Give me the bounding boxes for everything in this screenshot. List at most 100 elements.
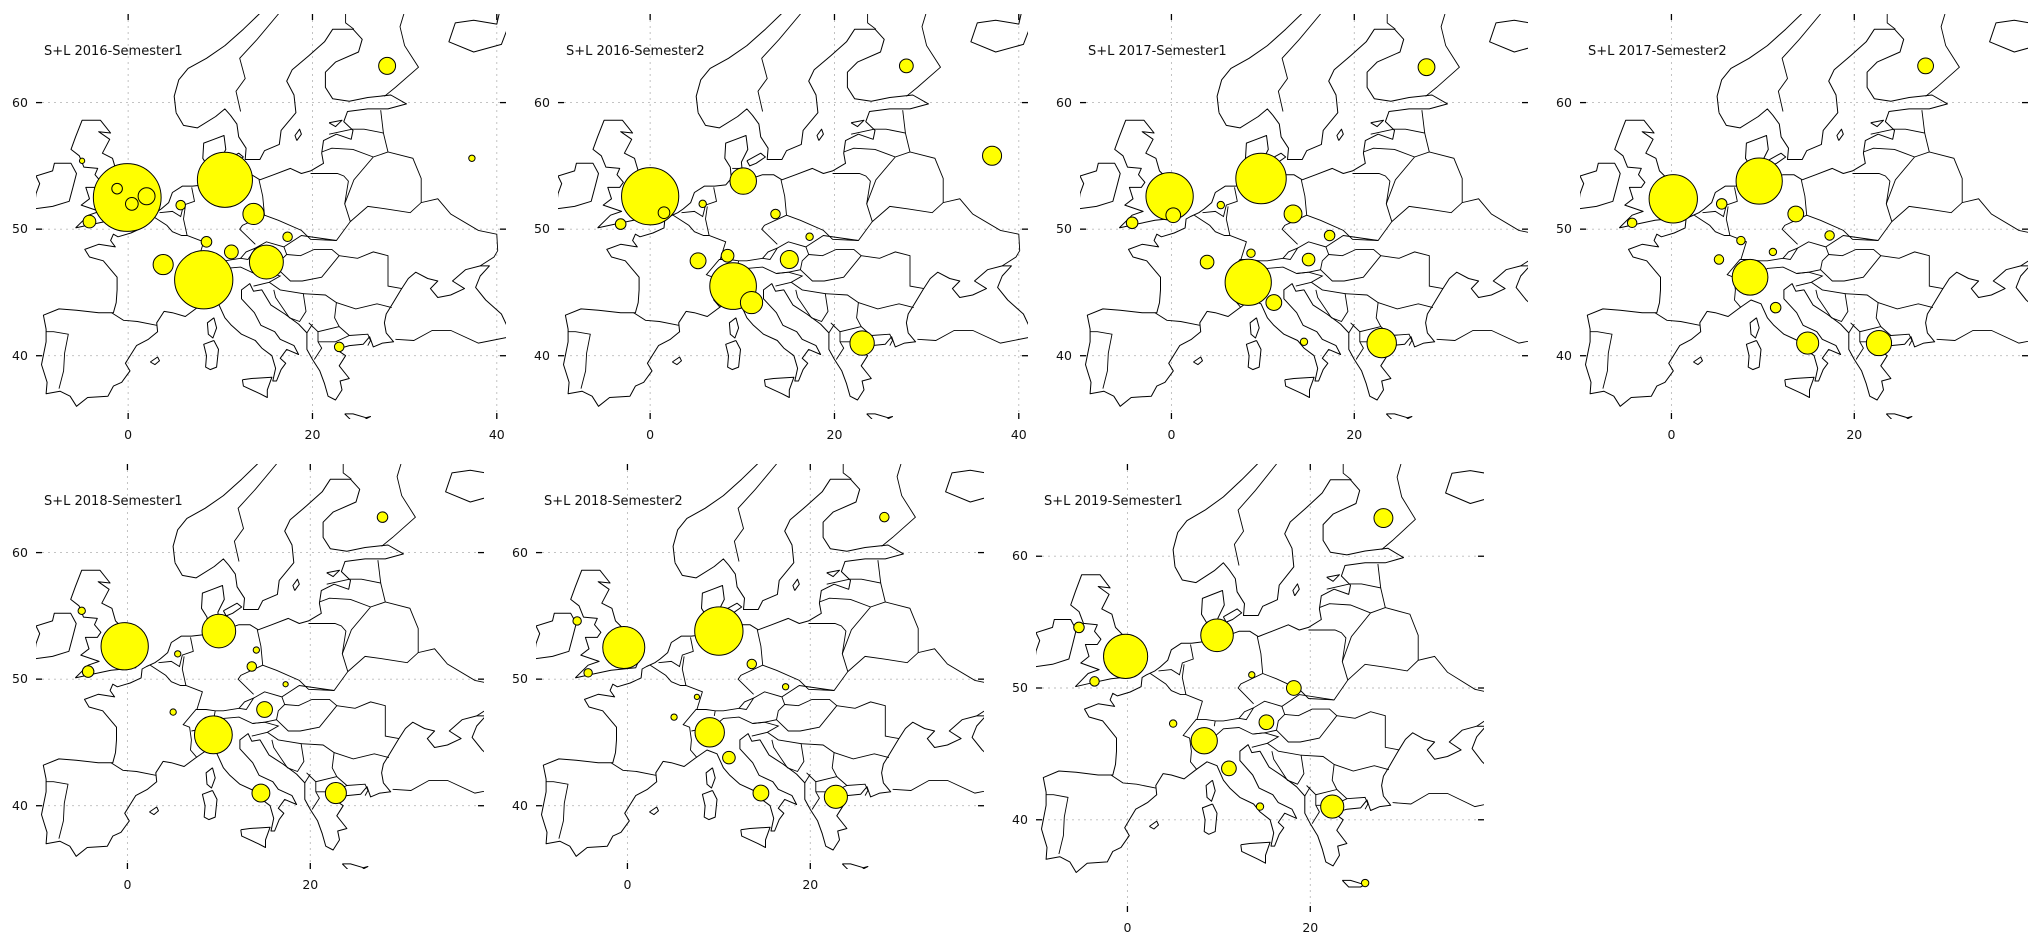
country-border xyxy=(682,691,786,758)
bubble-marker xyxy=(1258,714,1275,731)
panel-title: S+L 2017-Semester2 xyxy=(1588,44,1727,59)
map-canvas: 0 20 xyxy=(1580,14,2028,442)
country-border xyxy=(1381,464,1416,550)
y-tick-label: 40 xyxy=(1056,347,1072,363)
panel-title: S+L 2016-Semester2 xyxy=(566,44,705,59)
country-border xyxy=(1855,331,1864,360)
country-border xyxy=(713,710,716,716)
coastline xyxy=(41,478,484,857)
coastline xyxy=(746,152,766,167)
country-border xyxy=(1425,14,1460,97)
country-border xyxy=(1225,206,1231,236)
country-border xyxy=(182,691,286,758)
bubble-marker xyxy=(1168,719,1178,728)
map-canvas: 0 20 xyxy=(536,464,984,892)
bubble-marker xyxy=(137,187,156,206)
country-border xyxy=(790,281,829,323)
country-border xyxy=(1806,173,1893,241)
country-border xyxy=(1336,789,1369,805)
country-border xyxy=(800,248,862,282)
country-border xyxy=(1158,644,1194,676)
bubble-marker xyxy=(1265,294,1283,311)
bubble-marker xyxy=(223,244,239,260)
country-border xyxy=(1238,707,1254,719)
country-border xyxy=(1848,323,1855,334)
bubble-marker xyxy=(1190,727,1218,755)
coastline xyxy=(740,826,771,848)
coastline xyxy=(1216,14,1528,113)
bubble-marker xyxy=(152,254,174,276)
coastline xyxy=(1716,14,2028,113)
country-border xyxy=(858,302,914,310)
bubble-marker xyxy=(746,658,758,670)
coastline xyxy=(1784,376,1815,398)
bubble-marker xyxy=(376,511,389,523)
bubble-marker xyxy=(1235,152,1287,205)
country-border xyxy=(733,464,778,562)
country-border xyxy=(183,206,188,236)
x-tick-label: 0 xyxy=(1667,427,1675,442)
bubble-marker xyxy=(1248,671,1256,679)
country-border xyxy=(1251,732,1280,748)
country-border xyxy=(1702,187,1738,218)
country-border xyxy=(825,293,862,333)
country-border xyxy=(1295,271,1324,287)
country-border xyxy=(1277,14,1322,112)
coastline xyxy=(672,356,682,366)
country-border xyxy=(1301,754,1338,796)
y-tick-label: 50 xyxy=(12,671,28,687)
country-border xyxy=(345,14,355,30)
bubble-marker xyxy=(124,196,139,211)
country-border xyxy=(1877,302,1934,310)
country-border xyxy=(1777,14,1822,112)
country-border xyxy=(395,329,506,344)
coastline xyxy=(36,612,77,660)
bubble-marker xyxy=(621,167,680,226)
country-border xyxy=(1311,794,1320,824)
coastline xyxy=(1585,28,2028,407)
country-border xyxy=(338,326,371,341)
country-border xyxy=(319,597,371,608)
coastline xyxy=(292,578,300,591)
y-tick-label: 50 xyxy=(1012,680,1028,695)
country-border xyxy=(158,637,194,668)
country-border xyxy=(1333,763,1390,772)
bubble-marker xyxy=(1917,57,1934,75)
bubble-marker xyxy=(1299,337,1309,346)
country-border xyxy=(1820,248,1882,282)
coastline xyxy=(326,569,340,578)
bubble-marker xyxy=(1626,217,1638,229)
coastline xyxy=(1222,608,1243,623)
x-tick-label: 40 xyxy=(1011,427,1027,442)
country-border xyxy=(681,656,687,686)
map-panel: 0 20 40 50 60 S+L 2017-Semester2 xyxy=(1556,14,2040,445)
country-border xyxy=(392,779,484,794)
country-border xyxy=(672,214,727,260)
bubble-marker xyxy=(246,661,258,672)
y-tick-label: 50 xyxy=(1056,221,1072,237)
bubble-marker xyxy=(739,290,764,315)
country-border xyxy=(1364,803,1369,810)
coastline xyxy=(172,464,484,563)
bubble-marker xyxy=(201,613,237,649)
map-canvas: 0 20 xyxy=(1036,464,1484,935)
bubble-marker xyxy=(698,199,707,209)
country-border xyxy=(333,752,390,760)
bubble-marker xyxy=(1103,633,1149,679)
bubble-marker xyxy=(1073,621,1085,634)
x-tick-label: 20 xyxy=(802,877,818,892)
y-tick-label: 40 xyxy=(534,347,550,363)
coastline xyxy=(206,317,218,339)
country-border xyxy=(264,173,351,241)
bubble-marker xyxy=(82,214,97,229)
bubble-marker xyxy=(1366,327,1397,359)
country-border xyxy=(267,731,305,773)
coastline xyxy=(173,14,506,113)
country-border xyxy=(381,464,416,547)
bubble-marker xyxy=(1285,680,1302,696)
country-border xyxy=(1150,673,1203,720)
country-border xyxy=(1311,281,1349,323)
coastline xyxy=(1085,28,1528,407)
x-tick-label: 0 xyxy=(1167,427,1175,442)
bubble-marker xyxy=(1199,254,1215,270)
